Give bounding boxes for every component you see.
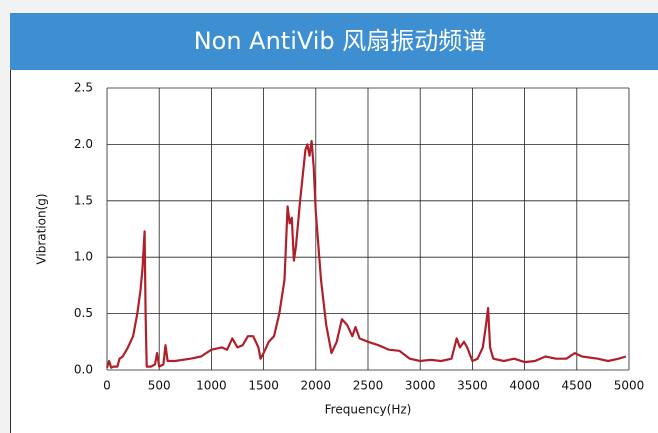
chart-panel [10,70,658,433]
header [10,13,658,70]
x-tick-label: 500 [148,379,171,393]
y-axis-label: Vibration(g) [35,193,49,264]
x-axis-label: Frequency(Hz) [325,403,412,417]
y-tick-label: 2.0 [74,137,93,151]
x-tick-label: 3000 [405,379,436,393]
x-tick-label: 1000 [196,379,227,393]
x-tick-label: 2500 [353,379,384,393]
x-tick-label: 0 [103,379,111,393]
line-series [105,139,627,369]
x-tick-label: 1500 [248,379,279,393]
y-tick-label: 0.5 [74,306,93,320]
x-tick-label: 4000 [509,379,540,393]
y-tick-label: 2.5 [74,81,93,95]
x-tick-label: 4500 [562,379,593,393]
y-tick-label: 1.5 [74,193,93,207]
y-tick-label: 1.0 [74,250,93,264]
x-tick-label: 5000 [614,379,645,393]
chart-title: Non AntiVib 风扇振动频谱 [194,27,487,55]
x-tick-label: 2000 [301,379,332,393]
x-tick-label: 3500 [457,379,488,393]
y-tick-label: 0.0 [74,363,93,377]
